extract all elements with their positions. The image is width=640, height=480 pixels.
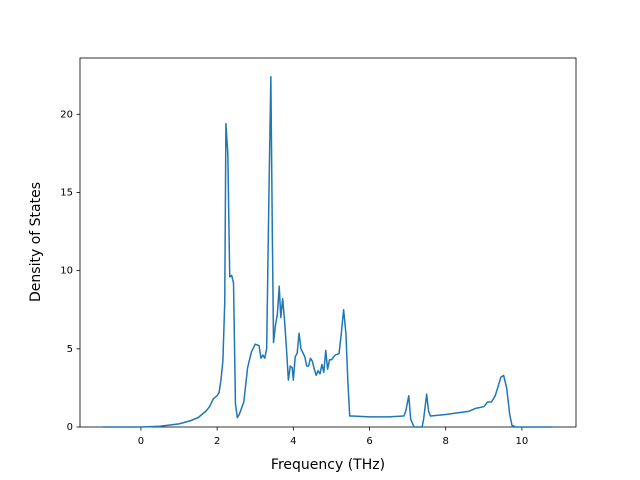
- y-tick-label: 15: [60, 187, 73, 198]
- y-tick-label: 10: [60, 266, 73, 277]
- y-axis-label: Density of States: [28, 182, 44, 302]
- y-tick-label: 0: [67, 422, 73, 433]
- x-tick-label: 8: [443, 436, 449, 447]
- x-tick-label: 6: [366, 436, 372, 447]
- x-tick-label: 4: [290, 436, 296, 447]
- x-tick-label: 10: [516, 436, 529, 447]
- plot-frame: [79, 57, 577, 428]
- x-tick-label: 0: [138, 436, 144, 447]
- y-tick-label: 20: [60, 109, 73, 120]
- x-axis-label: Frequency (THz): [271, 457, 385, 473]
- y-tick-label: 5: [67, 344, 73, 355]
- x-tick-label: 2: [214, 436, 220, 447]
- line-series: [102, 76, 553, 428]
